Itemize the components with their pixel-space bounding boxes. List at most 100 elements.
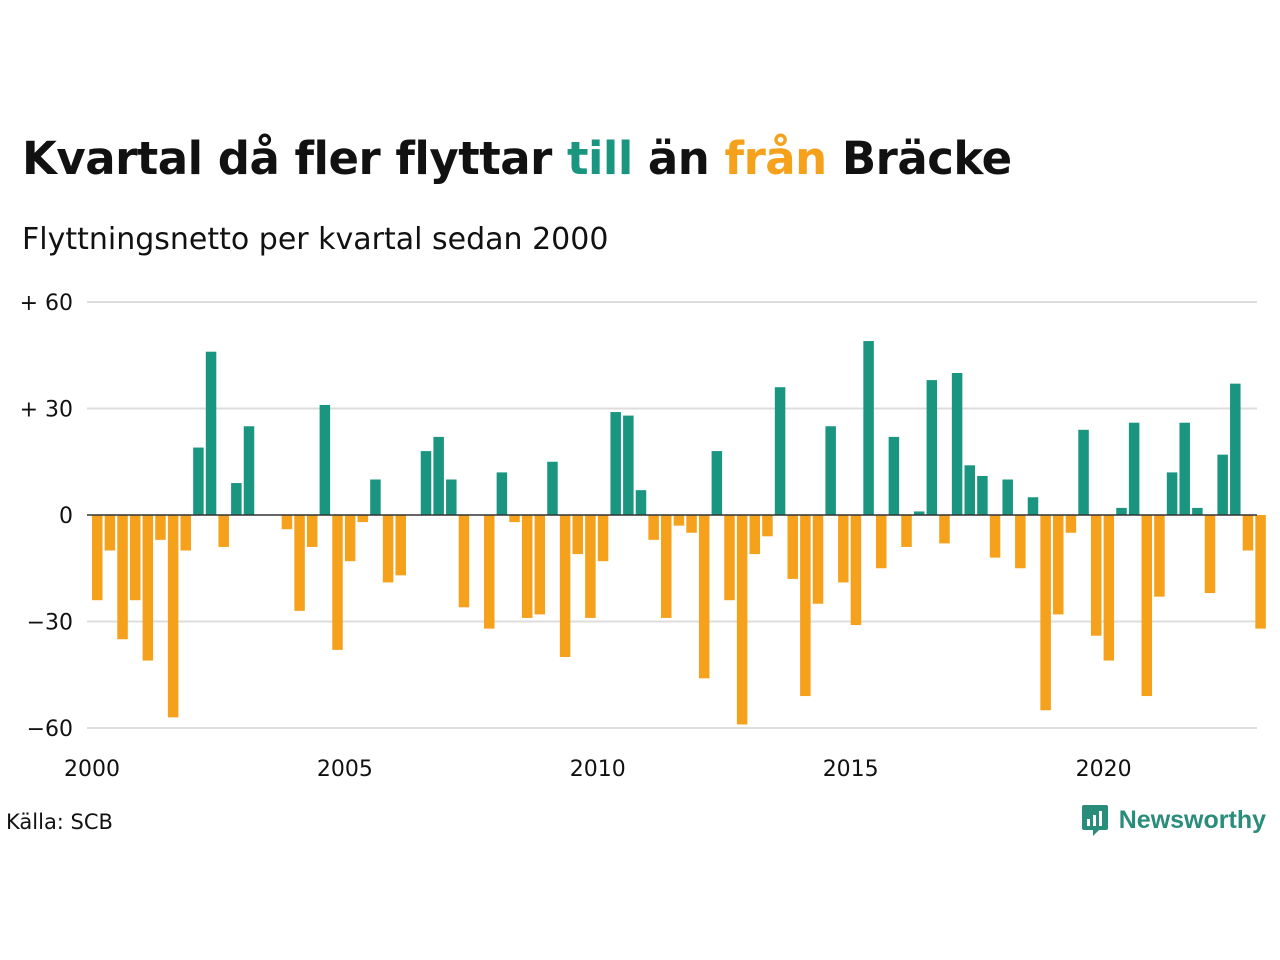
- bar: [1065, 515, 1077, 533]
- bar: [1242, 515, 1254, 551]
- bar: [610, 412, 621, 515]
- title-part-3: Bräcke: [826, 132, 1012, 185]
- bar: [458, 515, 470, 608]
- bar: [1179, 422, 1190, 515]
- bar: [180, 515, 192, 551]
- bar: [395, 515, 406, 576]
- bar: [483, 515, 495, 629]
- bar: [521, 515, 533, 618]
- bar: [1204, 515, 1216, 594]
- bar: [1154, 515, 1165, 597]
- title-fran-highlight: från: [724, 132, 828, 185]
- bar: [1255, 515, 1266, 629]
- bar: [446, 479, 457, 515]
- bar: [155, 515, 166, 540]
- y-tick-label: −30: [27, 611, 73, 636]
- bar: [825, 426, 836, 515]
- bar: [117, 515, 128, 640]
- bar: [1217, 454, 1228, 515]
- bar: [559, 515, 571, 657]
- x-tick-label: 2015: [823, 757, 879, 782]
- title-till-highlight: till: [566, 132, 633, 185]
- title-part-2: än: [632, 132, 725, 185]
- bar: [1103, 515, 1115, 661]
- bar: [686, 515, 697, 533]
- bar: [319, 404, 331, 515]
- bar: [332, 515, 343, 650]
- bar: [964, 465, 976, 515]
- bar: [420, 451, 432, 515]
- bar: [648, 515, 659, 540]
- bar: [913, 511, 925, 515]
- bar: [838, 515, 849, 583]
- bar: [218, 515, 229, 547]
- bar: [370, 479, 381, 515]
- bar: [635, 490, 647, 515]
- bar: [762, 515, 773, 537]
- bar: [951, 373, 963, 515]
- bar: [724, 515, 735, 601]
- bar: [977, 475, 988, 515]
- bar: [294, 515, 305, 611]
- title-part-1: Kvartal då fler flyttar: [22, 132, 567, 185]
- bar: [104, 515, 116, 551]
- bar: [1192, 507, 1203, 515]
- bar: [357, 515, 369, 523]
- bar: [673, 515, 685, 526]
- y-tick-label: + 30: [20, 398, 73, 423]
- chart-title: Kvartal då fler flyttar till än från Brä…: [22, 132, 1012, 185]
- bar: [306, 515, 318, 547]
- bar: [800, 515, 811, 697]
- bar: [698, 515, 710, 679]
- bar: [509, 515, 520, 523]
- x-tick-label: 2005: [317, 757, 373, 782]
- bar: [888, 436, 900, 515]
- bar: [1027, 497, 1039, 515]
- bar: [661, 515, 672, 618]
- y-tick-label: −60: [27, 717, 73, 742]
- bar: [281, 515, 293, 530]
- brand-logo: Newsworthy: [1081, 803, 1266, 837]
- bar: [1053, 515, 1064, 615]
- source-label: Källa: SCB: [6, 810, 113, 834]
- bar: [1230, 383, 1241, 515]
- bar: [812, 515, 824, 604]
- bar: [1015, 515, 1026, 569]
- bar: [585, 515, 596, 618]
- bar: [875, 515, 887, 569]
- bar: [1116, 507, 1127, 515]
- bar: [344, 515, 356, 562]
- x-tick-label: 2000: [64, 757, 120, 782]
- y-tick-label: 0: [59, 504, 73, 529]
- bar: [1166, 472, 1178, 515]
- bar: [167, 515, 179, 718]
- bar: [1128, 422, 1140, 515]
- bar: [863, 341, 874, 515]
- bar: [129, 515, 141, 601]
- bar: [850, 515, 862, 626]
- bar: [787, 515, 798, 579]
- bar: [1040, 515, 1051, 711]
- bar: [1141, 515, 1153, 697]
- bar: [1090, 515, 1102, 636]
- bar: [926, 380, 938, 515]
- brand-name: Newsworthy: [1118, 805, 1266, 834]
- bar: [92, 515, 103, 601]
- bar: [193, 447, 204, 515]
- bar: [1078, 429, 1089, 515]
- bar: [597, 515, 609, 562]
- newsworthy-logo-icon: [1081, 805, 1108, 836]
- bar: [736, 515, 748, 725]
- bar: [433, 436, 444, 515]
- bar: [547, 461, 558, 515]
- bar: [231, 483, 242, 515]
- y-tick-label: + 60: [20, 291, 73, 316]
- bar: [243, 426, 255, 515]
- bar: [572, 515, 584, 555]
- bar: [939, 515, 950, 544]
- bar: [774, 387, 786, 515]
- x-tick-label: 2020: [1076, 757, 1132, 782]
- x-tick-label: 2010: [570, 757, 626, 782]
- bar: [142, 515, 154, 661]
- bar: [749, 515, 761, 555]
